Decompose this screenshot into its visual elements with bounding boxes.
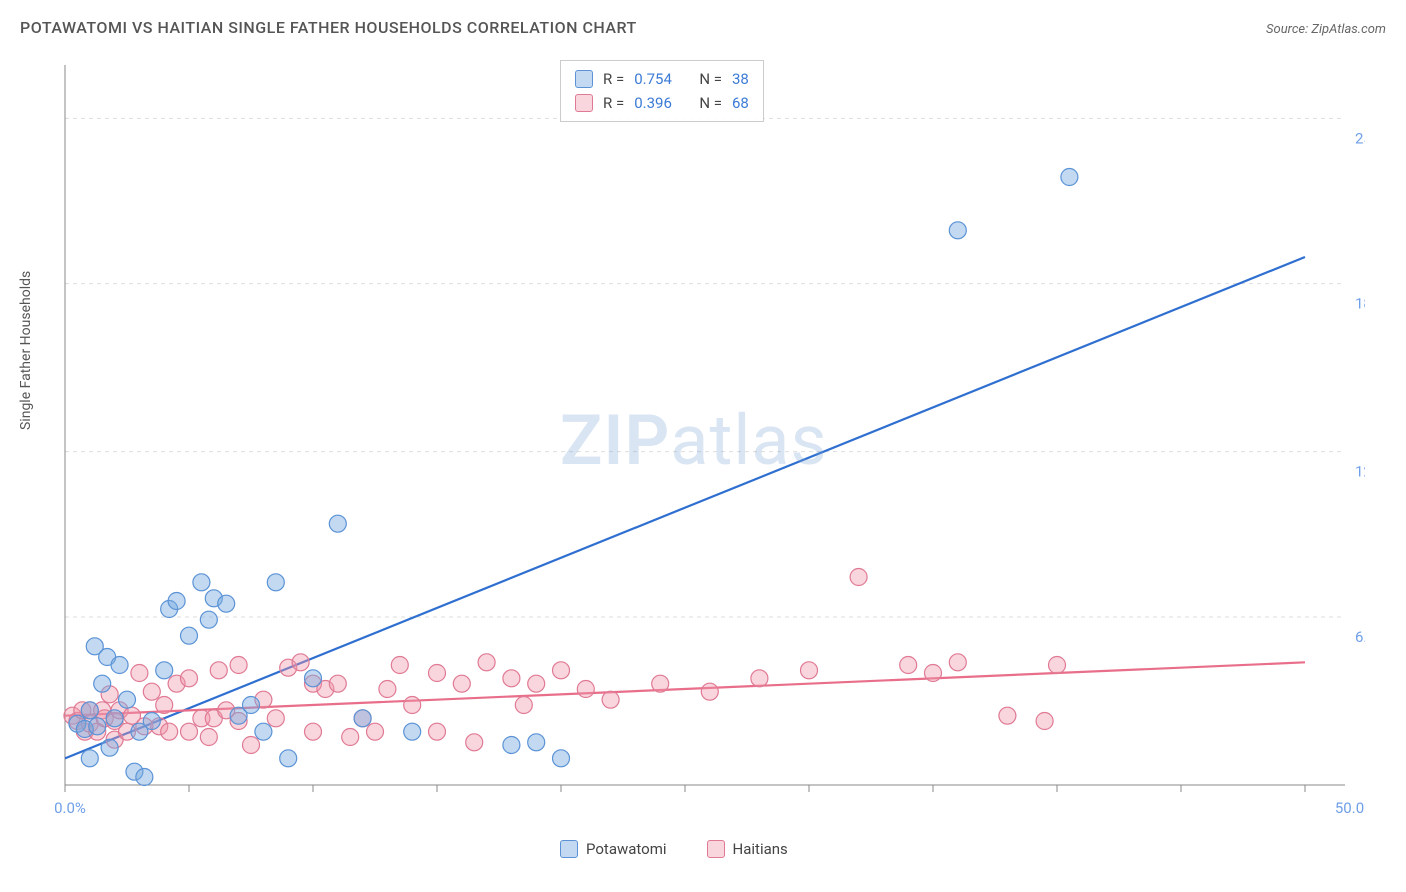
series-legend: Potawatomi Haitians <box>560 840 788 858</box>
swatch-pink <box>575 94 593 112</box>
chart-title: POTAWATOMI VS HAITIAN SINGLE FATHER HOUS… <box>20 18 637 37</box>
legend-row-potawatomi: R = 0.754 N = 38 <box>575 67 749 91</box>
svg-text:18.8%: 18.8% <box>1355 295 1365 313</box>
swatch-blue <box>575 70 593 88</box>
correlation-legend: R = 0.754 N = 38 R = 0.396 N = 68 <box>560 60 764 122</box>
n-label: N = <box>699 91 722 115</box>
header-row: POTAWATOMI VS HAITIAN SINGLE FATHER HOUS… <box>20 18 1386 37</box>
r-label: R = <box>603 91 624 115</box>
n-value-haitians: 68 <box>732 91 749 115</box>
svg-text:50.0%: 50.0% <box>1335 799 1365 815</box>
swatch-blue <box>560 840 578 858</box>
svg-text:25.0%: 25.0% <box>1355 129 1365 147</box>
svg-text:0.0%: 0.0% <box>55 799 86 815</box>
series-legend-haitians: Haitians <box>707 840 788 858</box>
r-value-potawatomi: 0.754 <box>634 67 672 91</box>
plot-area: 6.3% 12.5% 18.8% 25.0% 0.0% 50.0% <box>55 55 1365 815</box>
n-value-potawatomi: 38 <box>732 67 749 91</box>
svg-text:6.3%: 6.3% <box>1355 628 1365 646</box>
source-attribution: Source: ZipAtlas.com <box>1266 22 1386 37</box>
scatter-chart-svg: 6.3% 12.5% 18.8% 25.0% 0.0% 50.0% <box>55 55 1365 815</box>
n-label: N = <box>699 67 722 91</box>
r-value-haitians: 0.396 <box>634 91 672 115</box>
svg-text:12.5%: 12.5% <box>1355 463 1365 481</box>
series-name-potawatomi: Potawatomi <box>586 840 667 858</box>
r-label: R = <box>603 67 624 91</box>
y-axis-label: Single Father Households <box>18 271 34 430</box>
legend-row-haitians: R = 0.396 N = 68 <box>575 91 749 115</box>
series-legend-potawatomi: Potawatomi <box>560 840 667 858</box>
series-name-haitians: Haitians <box>733 840 788 858</box>
swatch-pink <box>707 840 725 858</box>
